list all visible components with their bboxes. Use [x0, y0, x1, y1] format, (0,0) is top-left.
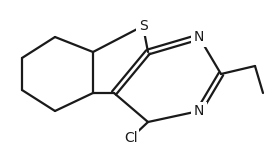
Text: N: N [194, 104, 204, 118]
Text: S: S [139, 19, 147, 33]
Text: N: N [194, 30, 204, 44]
Text: Cl: Cl [124, 131, 138, 145]
